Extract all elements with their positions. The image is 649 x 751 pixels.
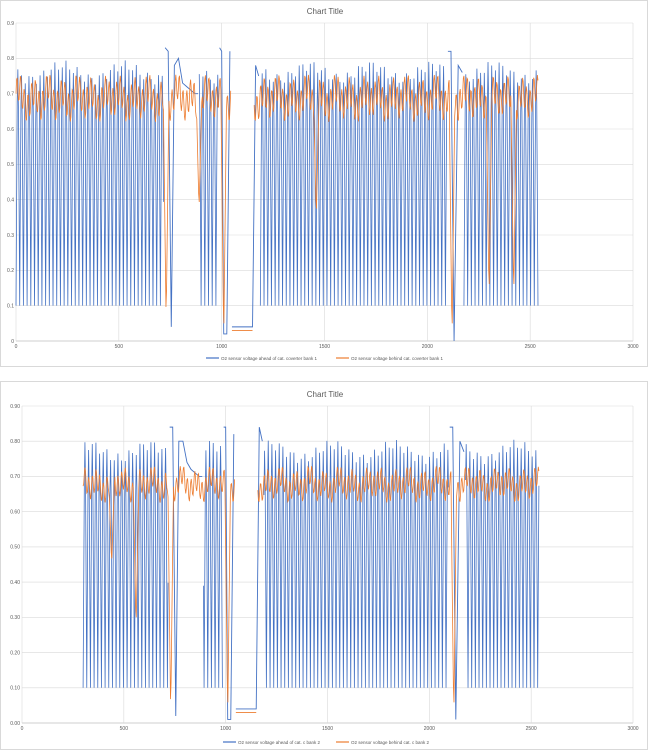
y-tick-label: 0.50 — [10, 545, 20, 551]
series-1-line — [82, 442, 169, 688]
series-1-segment — [447, 50, 463, 342]
y-tick-label: 0.60 — [10, 509, 20, 515]
y-tick-label: 0.90 — [10, 404, 20, 410]
legend-label-series-2: O2 sensor voltage behind cat. coverter b… — [351, 356, 444, 361]
series-1-line — [15, 60, 164, 306]
y-tick-label: 0 — [11, 339, 14, 345]
y-tick-label: 0.1 — [7, 303, 14, 309]
y-tick-label: 0.10 — [10, 686, 20, 692]
series-lines — [15, 47, 539, 342]
x-tick-labels: 0 500 1000 1500 2000 2500 3000 — [21, 726, 639, 732]
series-lines — [82, 426, 540, 720]
gridlines — [21, 405, 634, 724]
y-tick-label: 0.70 — [10, 474, 20, 480]
y-tick-label: 0.8 — [7, 56, 14, 62]
series-2-line — [257, 465, 540, 703]
y-tick-label: 0.5 — [7, 162, 14, 168]
y-tick-labels: 0 0.1 0.2 0.3 0.4 0.5 0.6 0.7 0.8 0.9 — [7, 21, 14, 345]
series-1-line — [203, 441, 223, 688]
x-tick-labels: 0 500 1000 1500 2000 2500 3000 — [15, 344, 639, 350]
series-1-segment — [449, 426, 465, 720]
y-tick-label: 0.3 — [7, 233, 14, 239]
chart-title: Chart Title — [307, 390, 344, 399]
y-tick-label: 0.6 — [7, 127, 14, 133]
x-tick-label: 0 — [21, 726, 24, 732]
x-tick-label: 2000 — [424, 726, 435, 732]
x-tick-label: 1500 — [319, 344, 330, 350]
chart-panel-bank-2: Chart Title 0.00 0.10 0.20 0.30 0.40 0.50 0.60… — [0, 381, 648, 750]
y-tick-label: 0.2 — [7, 268, 14, 274]
x-tick-label: 500 — [120, 726, 129, 732]
x-tick-label: 1000 — [216, 344, 227, 350]
legend-label-series-1: O2 sensor voltage ahead of cat. coverter… — [221, 356, 318, 361]
x-tick-label: 2500 — [525, 344, 536, 350]
series-1-segment — [231, 65, 260, 328]
legend-label-series-2: O2 sensor voltage behind cat. c bank 2 — [351, 740, 430, 745]
x-tick-label: 2500 — [526, 726, 537, 732]
legend-label-series-1: O2 sensor voltage ahead of cat. c bank 2 — [238, 740, 321, 745]
series-1-segment — [219, 47, 231, 335]
series-2-line — [15, 74, 232, 324]
x-tick-label: 2000 — [422, 344, 433, 350]
x-tick-label: 0 — [15, 344, 18, 350]
series-1-line — [263, 440, 449, 688]
x-tick-label: 1500 — [322, 726, 333, 732]
legend: O2 sensor voltage ahead of cat. coverter… — [206, 356, 444, 361]
y-tick-label: 0.7 — [7, 91, 14, 97]
series-1-segment — [164, 47, 199, 327]
series-1-segment — [235, 427, 263, 710]
legend: O2 sensor voltage ahead of cat. c bank 2… — [223, 740, 430, 745]
chart-title: Chart Title — [307, 7, 344, 16]
series-2-line — [253, 74, 539, 324]
x-tick-label: 1000 — [220, 726, 231, 732]
x-tick-label: 3000 — [627, 344, 638, 350]
series-1-segment — [223, 426, 235, 720]
chart-svg-bank-2: Chart Title 0.00 0.10 0.20 0.30 0.40 0.50 0.60… — [10, 390, 639, 745]
y-tick-label: 0.30 — [10, 615, 20, 621]
y-tick-label: 0.00 — [10, 721, 20, 727]
y-tick-label: 0.80 — [10, 439, 20, 445]
series-1-line — [463, 62, 539, 306]
y-tick-label: 0.40 — [10, 580, 20, 586]
chart-panel-bank-1: Chart Title 0 0.1 0.2 0.3 0.4 0.5 0.6 0.7 0.8 0.9… — [0, 0, 648, 367]
chart-svg-bank-1: Chart Title 0 0.1 0.2 0.3 0.4 0.5 0.6 0.7 0.8 0.9… — [7, 7, 639, 361]
series-1-segment — [169, 426, 203, 716]
series-2-line — [82, 466, 236, 703]
y-tick-label: 0.9 — [7, 21, 14, 27]
x-tick-label: 500 — [115, 344, 124, 350]
x-tick-label: 3000 — [627, 726, 638, 732]
y-tick-label: 0.4 — [7, 197, 14, 203]
y-tick-label: 0.20 — [10, 650, 20, 656]
y-tick-labels: 0.00 0.10 0.20 0.30 0.40 0.50 0.60 0.70 0.80 0.90 — [10, 404, 20, 727]
